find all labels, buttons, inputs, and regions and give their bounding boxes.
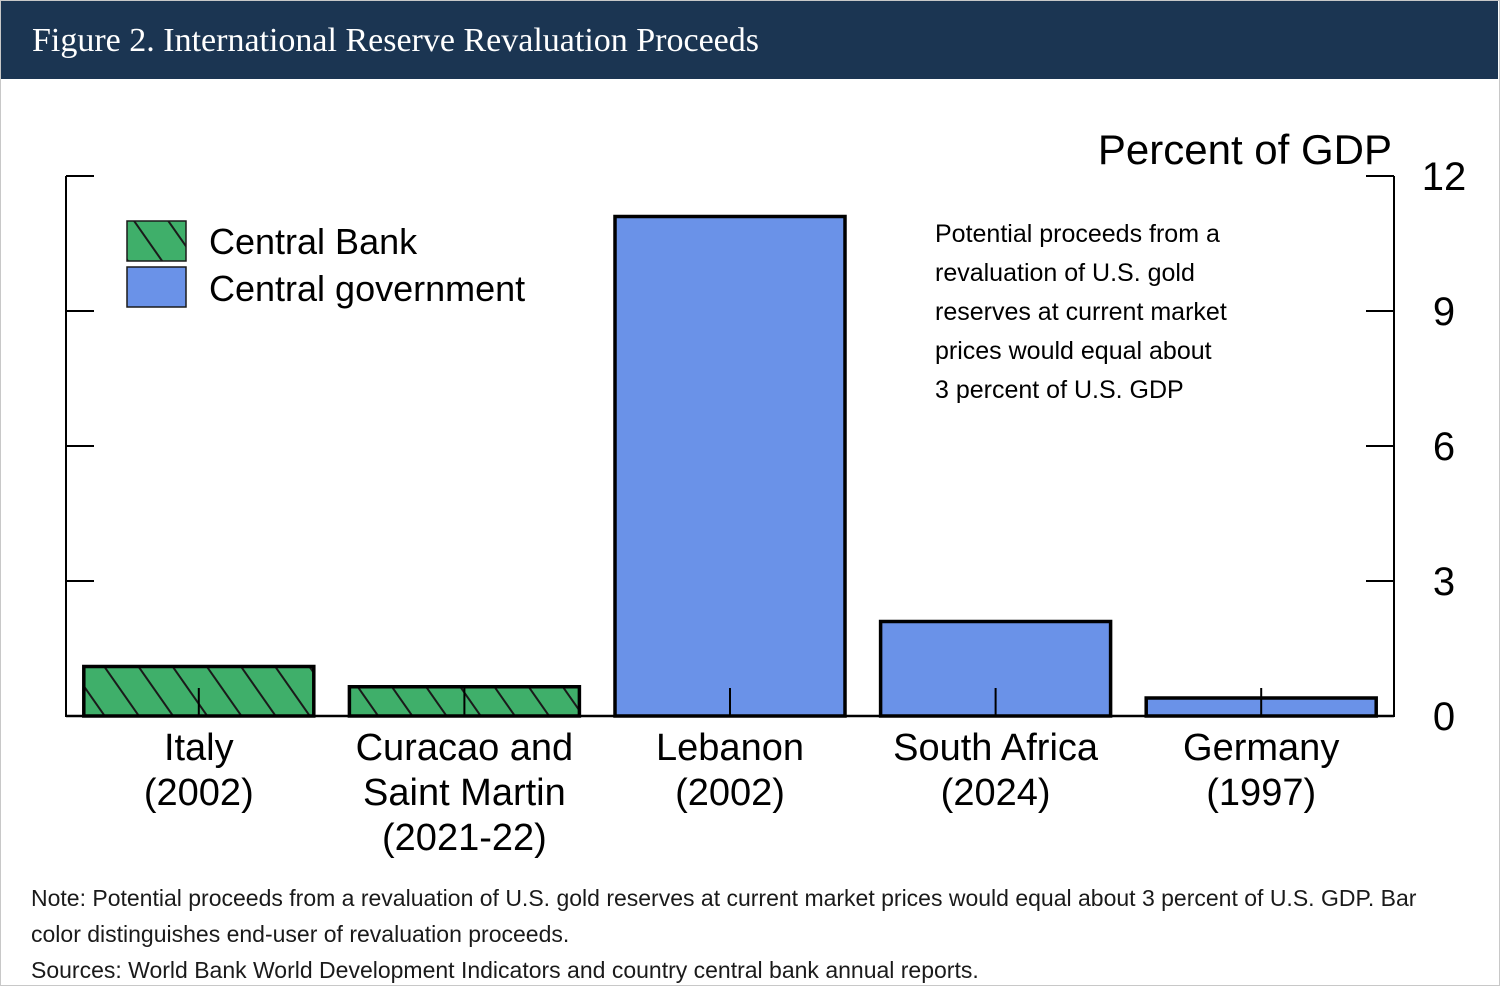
annotation-line: prices would equal about: [935, 337, 1212, 365]
x-tick-label: Italy: [164, 727, 234, 769]
x-tick-label: Saint Martin: [363, 772, 566, 814]
bar-lebanon: [613, 214, 847, 718]
annotation-line: revaluation of U.S. gold: [935, 259, 1195, 287]
x-tick-label: (2002): [144, 772, 254, 814]
y-tick-label: 9: [1433, 290, 1455, 334]
figure-title: Figure 2. International Reserve Revaluat…: [32, 22, 759, 59]
x-tick-label: South Africa: [893, 727, 1099, 769]
y-axis-unit-label: Percent of GDP: [1098, 126, 1392, 173]
legend: Central Bank Central government: [126, 220, 525, 309]
x-tick-label: Lebanon: [656, 727, 804, 769]
chart-annotation: Potential proceeds from a revaluation of…: [935, 220, 1227, 404]
sources-text: Sources: World Bank World Development In…: [31, 957, 979, 983]
legend-label-central-bank: Central Bank: [209, 221, 418, 262]
legend-label-central-government: Central government: [209, 268, 525, 309]
figure-title-bar: Figure 2. International Reserve Revaluat…: [1, 1, 1498, 79]
annotation-line: reserves at current market: [935, 298, 1227, 326]
annotation-line: 3 percent of U.S. GDP: [935, 376, 1184, 404]
legend-swatch-central-bank: [126, 220, 187, 262]
x-tick-label: (2021-22): [382, 817, 547, 859]
y-tick-label: 0: [1433, 695, 1455, 739]
y-tick-label: 12: [1422, 155, 1467, 199]
x-tick-label: Curacao and: [356, 727, 574, 769]
x-tick-label: (1997): [1206, 772, 1316, 814]
x-tick-label: (2002): [675, 772, 785, 814]
x-tick-label: (2024): [941, 772, 1051, 814]
note-text: Note: Potential proceeds from a revaluat…: [31, 885, 1417, 947]
annotation-line: Potential proceeds from a: [935, 220, 1220, 248]
y-tick-label: 3: [1433, 560, 1455, 604]
x-tick-label: Germany: [1183, 727, 1339, 769]
y-tick-label: 6: [1433, 425, 1455, 469]
legend-swatch-central-government: [126, 266, 187, 308]
figure-notes: Note: Potential proceeds from a revaluat…: [31, 880, 1471, 988]
